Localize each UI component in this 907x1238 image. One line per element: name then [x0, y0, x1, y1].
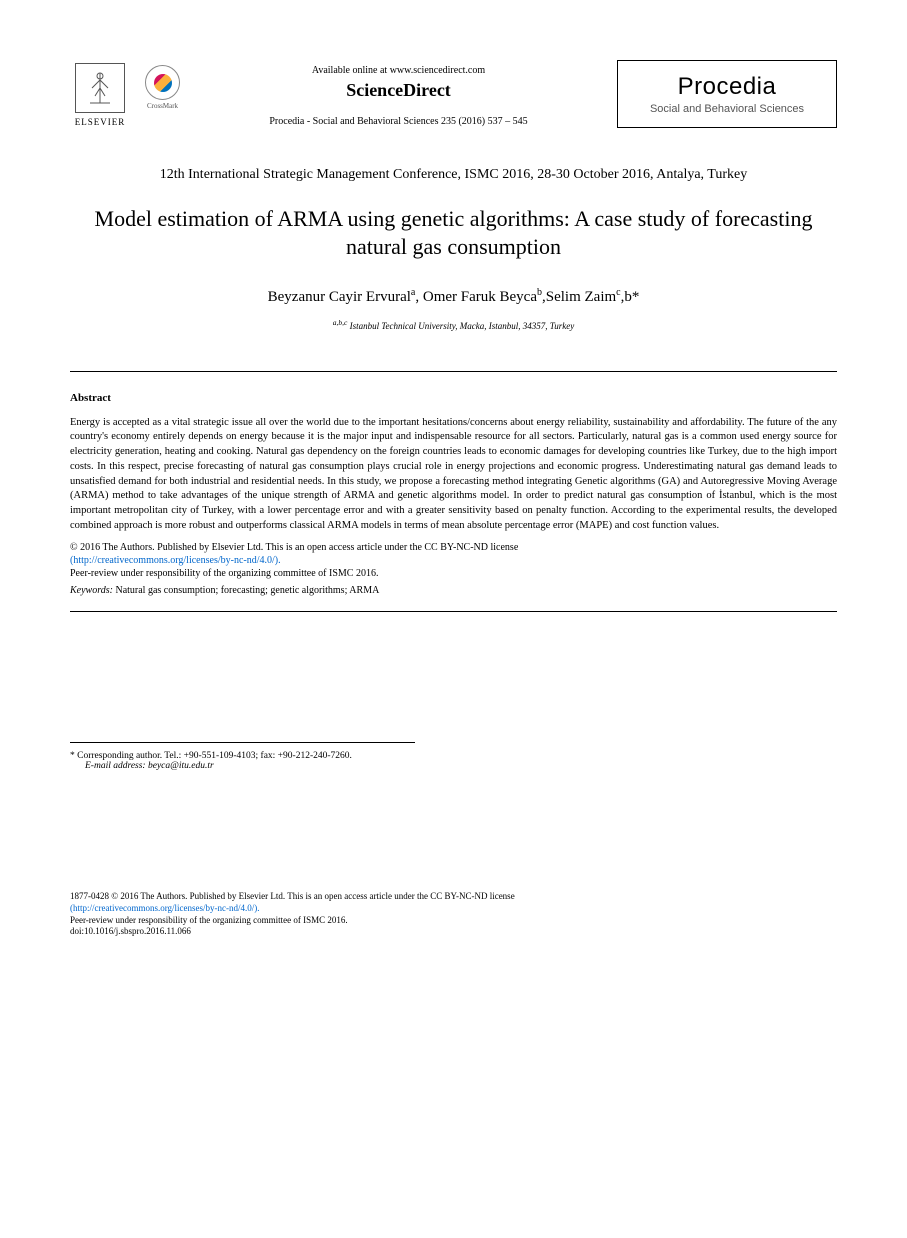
author-2: , Omer Faruk Beyca: [415, 289, 537, 305]
keywords-label: Keywords:: [70, 585, 113, 596]
email-address: beyca@itu.edu.tr: [146, 761, 214, 771]
paper-title: Model estimation of ARMA using genetic a…: [70, 205, 837, 262]
procedia-subtitle: Social and Behavioral Sciences: [626, 103, 828, 115]
journal-citation: Procedia - Social and Behavioral Science…: [180, 116, 617, 127]
sciencedirect-logo: ScienceDirect: [180, 80, 617, 101]
procedia-title: Procedia: [626, 73, 828, 101]
header-row: ELSEVIER CrossMark Available online at w…: [70, 60, 837, 130]
affiliation: a,b,c Istanbul Technical University, Mac…: [70, 318, 837, 331]
authors-line: Beyzanur Cayir Ervurala, Omer Faruk Beyc…: [70, 287, 837, 306]
footer-doi: doi:10.1016/j.sbspro.2016.11.066: [70, 926, 837, 938]
corresponding-email-line: E-mail address: beyca@itu.edu.tr: [70, 761, 415, 771]
corresponding-author: * Corresponding author. Tel.: +90-551-10…: [70, 742, 415, 771]
peer-review-text: Peer-review under responsibility of the …: [70, 568, 837, 579]
author-1: Beyzanur Cayir Ervural: [268, 289, 411, 305]
license-link[interactable]: (http://creativecommons.org/licenses/by-…: [70, 555, 837, 566]
corresponding-tel: * Corresponding author. Tel.: +90-551-10…: [70, 751, 415, 761]
email-label: E-mail address:: [85, 761, 146, 771]
footer-issn: 1877-0428 © 2016 The Authors. Published …: [70, 891, 837, 903]
abstract-section: Abstract Energy is accepted as a vital s…: [70, 371, 837, 613]
procedia-box: Procedia Social and Behavioral Sciences: [617, 60, 837, 128]
crossmark-icon: [145, 65, 180, 100]
available-online-text: Available online at www.sciencedirect.co…: [180, 65, 617, 76]
abstract-text: Energy is accepted as a vital strategic …: [70, 416, 837, 534]
footer: 1877-0428 © 2016 The Authors. Published …: [70, 891, 837, 938]
crossmark-label: CrossMark: [147, 102, 178, 110]
keywords-line: Keywords: Natural gas consumption; forec…: [70, 585, 837, 596]
affiliation-text: Istanbul Technical University, Macka, Is…: [347, 321, 574, 331]
copyright-line: © 2016 The Authors. Published by Elsevie…: [70, 541, 837, 555]
elsevier-tree-icon: [75, 63, 125, 113]
header-left: ELSEVIER CrossMark: [70, 60, 180, 130]
corresponding-mark: ,b*: [621, 289, 640, 305]
elsevier-label: ELSEVIER: [75, 117, 126, 127]
header-center: Available online at www.sciencedirect.co…: [180, 60, 617, 127]
author-3: ,Selim Zaim: [542, 289, 616, 305]
crossmark-badge[interactable]: CrossMark: [145, 65, 180, 110]
elsevier-logo: ELSEVIER: [70, 60, 130, 130]
footer-peer-review: Peer-review under responsibility of the …: [70, 915, 837, 927]
footer-license-link[interactable]: (http://creativecommons.org/licenses/by-…: [70, 903, 837, 915]
abstract-heading: Abstract: [70, 392, 837, 404]
affiliation-sup: a,b,c: [333, 318, 348, 327]
keywords-text: Natural gas consumption; forecasting; ge…: [113, 585, 379, 596]
conference-info: 12th International Strategic Management …: [70, 165, 837, 185]
